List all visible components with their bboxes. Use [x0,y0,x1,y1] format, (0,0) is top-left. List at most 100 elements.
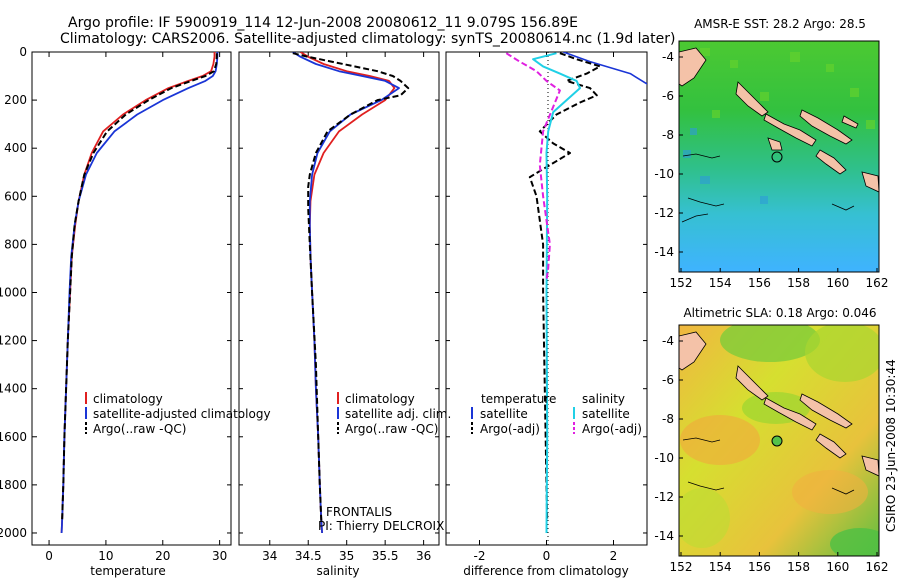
map-y-tick-label: -14 [654,245,674,259]
sst-coastline-land [679,47,879,193]
map-x-tick-label: 152 [670,560,693,574]
pi-label: PI: Thierry DELCROIX [318,519,444,533]
depth-tick-label: 2000 [0,526,27,540]
series-line-argo-raw-qc- [292,52,410,522]
depth-tick-label: 1200 [0,334,27,348]
sst-argo-marker [771,151,783,163]
legend-label-temp-argo: Argo(-adj) [480,422,540,436]
legend-label-temp-satellite: satellite [480,407,528,421]
difference-series [505,52,647,545]
depth-tick-label: 1800 [0,478,27,492]
map-y-tick-label: -6 [662,89,674,103]
sla-map-axes: 152 154 156 158 160 162 -4 -6 -8 -10 -12 -14 [654,334,888,574]
legend-label-sal-satellite: satellite [582,407,630,421]
depth-axis: 0 200 400 600 800 1000 1200 1400 1600 1800 2000 [0,45,647,540]
sla-argo-marker [771,435,783,447]
map-y-tick-label: -4 [662,334,674,348]
series-line-argo-raw-qc- [61,53,218,522]
difference-xlabel: difference from climatology [463,564,629,578]
x-tick-label: 34.5 [295,549,322,563]
sst-map-frame [678,40,880,273]
sla-coastline-detail [682,437,855,495]
x-tick-label: 10 [98,549,113,563]
sst-field [679,41,879,272]
frontalis-label: FRONTALIS [326,505,392,519]
x-tick-label: 36 [416,549,431,563]
map-x-tick-label: 162 [866,560,889,574]
difference-legend: temperature salinity satellite Argo(-adj… [471,392,642,436]
sla-map-frame [678,324,880,557]
sst-pixel-texture [700,48,875,129]
map-x-tick-label: 158 [787,560,810,574]
x-tick-label: 35.5 [372,549,399,563]
depth-tick-label: 600 [4,189,27,203]
sla-coastline-land [679,331,879,477]
legend-label-satellite: satellite-adjusted climatology [93,407,271,421]
x-tick-label: 0 [45,549,53,563]
difference-x-axis: -2 0 2 [474,52,618,563]
credit-label: CSIRO 23-Jun-2008 10:30:44 [884,359,898,532]
map-y-tick-label: -4 [662,50,674,64]
sla-map-title: Altimetric SLA: 0.18 Argo: 0.046 [683,306,876,320]
legend-label-climatology: climatology [345,392,415,406]
x-tick-label: 34 [262,549,277,563]
x-tick-label: 2 [610,549,618,563]
map-x-tick-label: 156 [748,276,771,290]
figure-title-line2: Climatology: CARS2006. Satellite-adjuste… [60,31,675,47]
depth-tick-label: 200 [4,93,27,107]
map-y-tick-label: -8 [662,412,674,426]
figure-title-line1: Argo profile: IF 5900919_114 12-Jun-2008… [68,15,578,31]
legend-title-temperature: temperature [481,392,556,406]
map-y-tick-label: -14 [654,529,674,543]
x-tick-label: 0 [543,549,551,563]
sst-coastline-detail [681,153,855,223]
map-y-tick-label: -12 [654,206,674,220]
map-y-tick-label: -10 [654,167,674,181]
map-x-tick-label: 154 [709,560,732,574]
series-line-satellite-adjusted-climatology [60,52,219,534]
sst-map [679,41,879,272]
x-tick-label: 20 [155,549,170,563]
series-line-satellite-adj-clim- [292,52,400,534]
depth-tick-label: 800 [4,237,27,251]
salinity-panel-frame [238,51,440,546]
series-line-salinity-satellite [532,52,581,534]
salinity-series [292,52,410,534]
series-line-temperature-satellite [563,52,647,85]
series-line-climatology [60,52,216,534]
map-x-tick-label: 160 [826,276,849,290]
map-x-tick-label: 162 [866,276,889,290]
sla-map [679,325,879,556]
salinity-legend: climatology satellite adj. clim. Argo(..… [337,392,451,436]
x-tick-label: 35 [339,549,354,563]
legend-label-argo: Argo(..raw -QC) [93,422,186,436]
legend-label-climatology: climatology [93,392,163,406]
depth-tick-label: 1400 [0,382,27,396]
map-y-tick-label: -8 [662,128,674,142]
depth-tick-label: 1600 [0,430,27,444]
salinity-xlabel: salinity [316,564,359,578]
x-tick-label: -2 [474,549,486,563]
temperature-panel-frame [31,51,232,546]
series-line-temperature-argo-adj- [528,52,602,522]
legend-label-satellite: satellite adj. clim. [345,407,451,421]
map-y-tick-label: -10 [654,451,674,465]
legend-label-argo: Argo(..raw -QC) [345,422,438,436]
temperature-x-axis: 0 10 20 30 [45,52,227,563]
map-y-tick-label: -6 [662,373,674,387]
temperature-legend: climatology satellite-adjusted climatolo… [85,392,271,436]
map-x-tick-label: 154 [709,276,732,290]
map-x-tick-label: 156 [748,560,771,574]
sst-map-title: AMSR-E SST: 28.2 Argo: 28.5 [694,17,866,31]
temperature-series [60,52,219,534]
series-line-salinity-argo-adj- [505,52,561,281]
sst-pixel-texture-light [683,128,768,204]
map-x-tick-label: 152 [670,276,693,290]
legend-label-sal-argo: Argo(-adj) [582,422,642,436]
series-line-climatology [300,52,396,534]
map-x-tick-label: 158 [787,276,810,290]
depth-tick-label: 1000 [0,285,27,299]
x-tick-label: 30 [212,549,227,563]
sst-map-axes: 152 154 156 158 160 162 -4 -6 -8 -10 -12 -14 [654,50,888,290]
